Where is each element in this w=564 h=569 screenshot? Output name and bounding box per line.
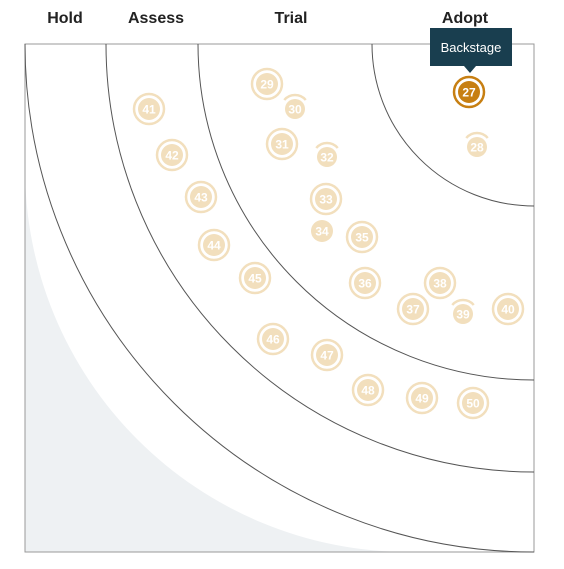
blip-layer: 27 28 29 30 31 32 33 34 35 36 37 38 39 40 41 42 43 44 45 46… <box>132 67 525 420</box>
blip-dot <box>317 147 337 167</box>
blip-dot <box>262 328 284 350</box>
blip-number: 41 <box>142 103 156 117</box>
blip-dot <box>203 234 225 256</box>
blip-48[interactable]: 48 <box>351 373 385 407</box>
moved-indicator <box>465 131 489 139</box>
ring-boundary-assess <box>105 43 535 473</box>
blip-tooltip: Backstage <box>430 28 512 66</box>
blip-number: 47 <box>320 349 334 363</box>
blip-dot <box>351 226 373 248</box>
blip-38[interactable]: 38 <box>423 266 457 300</box>
blip-number: 33 <box>319 193 333 207</box>
blip-33[interactable]: 33 <box>309 182 343 216</box>
ring-boundary-adopt <box>371 43 535 207</box>
blip-dot <box>357 379 379 401</box>
blip-dot <box>256 73 278 95</box>
blip-46[interactable]: 46 <box>256 322 290 356</box>
tooltip-arrow <box>464 66 476 73</box>
blip-number: 38 <box>433 277 447 291</box>
blip-dot <box>462 392 484 414</box>
blip-dot <box>311 220 333 242</box>
blip-number: 50 <box>466 397 480 411</box>
ring-label-trial: Trial <box>274 10 308 27</box>
blip-dot <box>354 272 376 294</box>
moved-indicator <box>315 141 339 149</box>
blip-34[interactable]: 34 <box>311 220 333 242</box>
blip-number: 31 <box>275 138 289 152</box>
blip-35[interactable]: 35 <box>345 220 379 254</box>
blip-number: 48 <box>361 384 375 398</box>
blip-number: 42 <box>165 149 179 163</box>
blip-28[interactable]: 28 <box>465 131 489 157</box>
ring-label-adopt: Adopt <box>441 10 489 27</box>
blip-40[interactable]: 40 <box>491 292 525 326</box>
blip-dot <box>138 98 160 120</box>
blip-number: 35 <box>355 231 369 245</box>
blip-29[interactable]: 29 <box>250 67 284 101</box>
blip-31[interactable]: 31 <box>265 127 299 161</box>
blip-number: 39 <box>456 308 470 322</box>
blip-number: 29 <box>260 78 274 92</box>
moved-indicator <box>283 93 307 101</box>
blip-number: 46 <box>266 333 280 347</box>
radar-frame <box>24 43 535 553</box>
blip-number: 36 <box>358 277 372 291</box>
blip-32[interactable]: 32 <box>315 141 339 167</box>
blip-dot <box>244 267 266 289</box>
blip-number: 45 <box>248 272 262 286</box>
blip-number: 37 <box>406 303 420 317</box>
blip-number: 27 <box>462 86 476 100</box>
blip-47[interactable]: 47 <box>310 338 344 372</box>
blip-50[interactable]: 50 <box>456 386 490 420</box>
blip-number: 30 <box>288 103 302 117</box>
blip-27[interactable]: 27 <box>452 75 486 109</box>
ring-label-assess: Assess <box>127 10 185 27</box>
blip-dot <box>497 298 519 320</box>
blip-number: 49 <box>415 392 429 406</box>
blip-dot <box>402 298 424 320</box>
hold-zone <box>25 168 409 552</box>
ring-boundary-trial <box>197 43 535 381</box>
blip-dot <box>315 188 337 210</box>
blip-dot <box>161 144 183 166</box>
blip-number: 43 <box>194 191 208 205</box>
blip-44[interactable]: 44 <box>197 228 231 262</box>
blip-dot <box>467 137 487 157</box>
blip-dot <box>285 99 305 119</box>
blip-number: 44 <box>207 239 221 253</box>
blip-45[interactable]: 45 <box>238 261 272 295</box>
blip-number: 34 <box>315 225 329 239</box>
blip-dot <box>271 133 293 155</box>
blip-42[interactable]: 42 <box>155 138 189 172</box>
blip-dot <box>411 387 433 409</box>
moved-indicator <box>451 298 475 306</box>
ring-boundary-hold <box>24 43 535 553</box>
blip-43[interactable]: 43 <box>184 180 218 214</box>
blip-dot <box>190 186 212 208</box>
blip-number: 32 <box>320 151 334 165</box>
blip-number: 28 <box>470 141 484 155</box>
blip-37[interactable]: 37 <box>396 292 430 326</box>
blip-dot <box>458 81 480 103</box>
blip-number: 40 <box>501 303 515 317</box>
blip-41[interactable]: 41 <box>132 92 166 126</box>
ring-label-hold: Hold <box>47 10 83 27</box>
blip-39[interactable]: 39 <box>451 298 475 324</box>
blip-dot <box>429 272 451 294</box>
blip-dot <box>453 304 473 324</box>
blip-30[interactable]: 30 <box>283 93 307 119</box>
blip-dot <box>316 344 338 366</box>
blip-36[interactable]: 36 <box>348 266 382 300</box>
blip-49[interactable]: 49 <box>405 381 439 415</box>
